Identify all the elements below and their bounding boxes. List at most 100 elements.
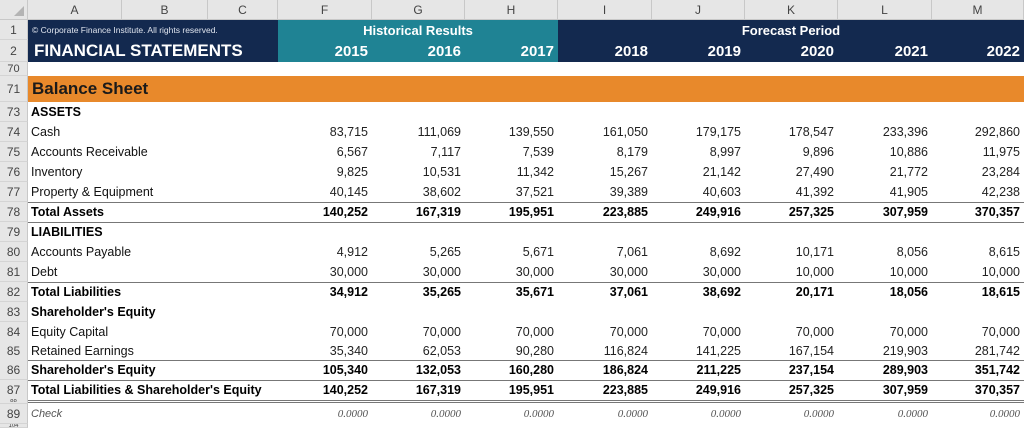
value-cell-2017[interactable]: 37,521 bbox=[515, 185, 554, 199]
value-cell-2022[interactable]: 351,742 bbox=[974, 363, 1020, 377]
value-cell-2019[interactable]: 38,692 bbox=[702, 285, 741, 299]
row-header[interactable]: 78 bbox=[0, 202, 28, 222]
row-label[interactable]: Accounts Payable bbox=[31, 245, 132, 259]
value-cell-2015[interactable]: 40,145 bbox=[329, 185, 368, 199]
value-cell-2019[interactable]: 0.0000 bbox=[710, 408, 741, 420]
value-cell-2022[interactable]: 18,615 bbox=[981, 285, 1020, 299]
value-cell-2018[interactable]: 37,061 bbox=[609, 285, 648, 299]
value-cell-2022[interactable]: 281,742 bbox=[974, 344, 1020, 358]
value-cell-2019[interactable]: 179,175 bbox=[695, 125, 741, 139]
value-cell-2020[interactable]: 10,171 bbox=[795, 245, 834, 259]
row-label[interactable]: Equity Capital bbox=[31, 325, 109, 339]
value-cell-2022[interactable]: 10,000 bbox=[981, 265, 1020, 279]
value-cell-2016[interactable]: 167,319 bbox=[415, 205, 461, 219]
column-header-f[interactable]: F bbox=[278, 0, 372, 20]
value-cell-2022[interactable]: 0.0000 bbox=[989, 408, 1020, 420]
value-cell-2021[interactable]: 307,959 bbox=[882, 205, 928, 219]
value-cell-2021[interactable]: 0.0000 bbox=[897, 408, 928, 420]
column-header-j[interactable]: J bbox=[652, 0, 745, 20]
row-header[interactable]: 84 bbox=[0, 322, 28, 342]
value-cell-2018[interactable]: 7,061 bbox=[616, 245, 648, 259]
row-label[interactable]: Total Liabilities & Shareholder's Equity bbox=[31, 383, 262, 397]
financial-statements-title[interactable]: FINANCIAL STATEMENTS bbox=[28, 40, 278, 62]
value-cell-2016[interactable]: 167,319 bbox=[415, 383, 461, 397]
value-cell-2017[interactable]: 5,671 bbox=[522, 245, 554, 259]
year-2017[interactable]: 2017 bbox=[465, 40, 558, 62]
row-header[interactable]: 75 bbox=[0, 142, 28, 162]
column-header-l[interactable]: L bbox=[838, 0, 932, 20]
value-cell-2018[interactable]: 39,389 bbox=[609, 185, 648, 199]
value-cell-2015[interactable]: 140,252 bbox=[322, 205, 368, 219]
row-header-1[interactable]: 1 bbox=[0, 20, 28, 40]
value-cell-2022[interactable]: 8,615 bbox=[988, 245, 1020, 259]
row-header[interactable]: 89 bbox=[0, 404, 28, 424]
row-header[interactable]: 79 bbox=[0, 222, 28, 242]
row-header[interactable]: 87 bbox=[0, 380, 28, 400]
value-cell-2019[interactable]: 21,142 bbox=[702, 165, 741, 179]
value-cell-2018[interactable]: 70,000 bbox=[609, 325, 648, 339]
column-header-g[interactable]: G bbox=[372, 0, 465, 20]
value-cell-2020[interactable]: 20,171 bbox=[795, 285, 834, 299]
value-cell-2021[interactable]: 21,772 bbox=[889, 165, 928, 179]
column-header-h[interactable]: H bbox=[465, 0, 558, 20]
forecast-period-header[interactable]: Forecast Period bbox=[558, 20, 1024, 40]
value-cell-2020[interactable]: 70,000 bbox=[795, 325, 834, 339]
copyright-notice[interactable]: © Corporate Finance Institute. All right… bbox=[28, 20, 278, 40]
value-cell-2020[interactable]: 10,000 bbox=[795, 265, 834, 279]
row-label[interactable]: Retained Earnings bbox=[31, 344, 134, 358]
value-cell-2015[interactable]: 70,000 bbox=[329, 325, 368, 339]
value-cell-2018[interactable]: 223,885 bbox=[602, 205, 648, 219]
value-cell-2016[interactable]: 5,265 bbox=[429, 245, 461, 259]
value-cell-2019[interactable]: 40,603 bbox=[702, 185, 741, 199]
value-cell-2016[interactable]: 35,265 bbox=[422, 285, 461, 299]
value-cell-2018[interactable]: 161,050 bbox=[602, 125, 648, 139]
value-cell-2018[interactable]: 186,824 bbox=[602, 363, 648, 377]
row-label[interactable]: Property & Equipment bbox=[31, 185, 154, 199]
value-cell-2019[interactable]: 8,692 bbox=[709, 245, 741, 259]
value-cell-2021[interactable]: 8,056 bbox=[896, 245, 928, 259]
value-cell-2020[interactable]: 257,325 bbox=[788, 205, 834, 219]
value-cell-2018[interactable]: 223,885 bbox=[602, 383, 648, 397]
value-cell-2021[interactable]: 70,000 bbox=[889, 325, 928, 339]
value-cell-2015[interactable]: 83,715 bbox=[329, 125, 368, 139]
value-cell-2021[interactable]: 10,886 bbox=[889, 145, 928, 159]
value-cell-2016[interactable]: 38,602 bbox=[422, 185, 461, 199]
column-header-b[interactable]: B bbox=[122, 0, 208, 20]
row-header[interactable]: 83 bbox=[0, 302, 28, 322]
value-cell-2016[interactable]: 0.0000 bbox=[430, 408, 461, 420]
row-label[interactable]: Accounts Receivable bbox=[31, 145, 148, 159]
row-header[interactable]: 73 bbox=[0, 102, 28, 122]
value-cell-2020[interactable]: 41,392 bbox=[795, 185, 834, 199]
value-cell-2020[interactable]: 178,547 bbox=[788, 125, 834, 139]
row-header[interactable]: 77 bbox=[0, 182, 28, 202]
value-cell-2017[interactable]: 35,671 bbox=[515, 285, 554, 299]
value-cell-2022[interactable]: 23,284 bbox=[981, 165, 1020, 179]
row-header-104[interactable]: 104 bbox=[0, 424, 28, 428]
row-label[interactable]: Total Assets bbox=[31, 205, 104, 219]
value-cell-2018[interactable]: 116,824 bbox=[603, 344, 648, 358]
column-header-c[interactable]: C bbox=[208, 0, 278, 20]
value-cell-2018[interactable]: 8,179 bbox=[616, 145, 648, 159]
value-cell-2017[interactable]: 30,000 bbox=[515, 265, 554, 279]
year-2016[interactable]: 2016 bbox=[372, 40, 465, 62]
row-label[interactable]: Shareholder's Equity bbox=[31, 363, 156, 377]
value-cell-2018[interactable]: 30,000 bbox=[609, 265, 648, 279]
value-cell-2017[interactable]: 70,000 bbox=[515, 325, 554, 339]
row-header[interactable]: 80 bbox=[0, 242, 28, 262]
value-cell-2021[interactable]: 307,959 bbox=[882, 383, 928, 397]
value-cell-2017[interactable]: 195,951 bbox=[508, 383, 554, 397]
value-cell-2017[interactable]: 7,539 bbox=[522, 145, 554, 159]
value-cell-2020[interactable]: 27,490 bbox=[795, 165, 834, 179]
value-cell-2021[interactable]: 41,905 bbox=[889, 185, 928, 199]
value-cell-2022[interactable]: 370,357 bbox=[974, 205, 1020, 219]
value-cell-2015[interactable]: 4,912 bbox=[336, 245, 368, 259]
year-2020[interactable]: 2020 bbox=[745, 40, 838, 62]
value-cell-2021[interactable]: 233,396 bbox=[882, 125, 928, 139]
row-header[interactable]: 74 bbox=[0, 122, 28, 142]
value-cell-2020[interactable]: 9,896 bbox=[802, 145, 834, 159]
balance-sheet-title[interactable]: Balance Sheet bbox=[28, 76, 1024, 102]
value-cell-2021[interactable]: 10,000 bbox=[889, 265, 928, 279]
value-cell-2017[interactable]: 90,280 bbox=[515, 344, 554, 358]
row-label[interactable]: Total Liabilities bbox=[31, 285, 122, 299]
row-header-2[interactable]: 2 bbox=[0, 40, 28, 62]
